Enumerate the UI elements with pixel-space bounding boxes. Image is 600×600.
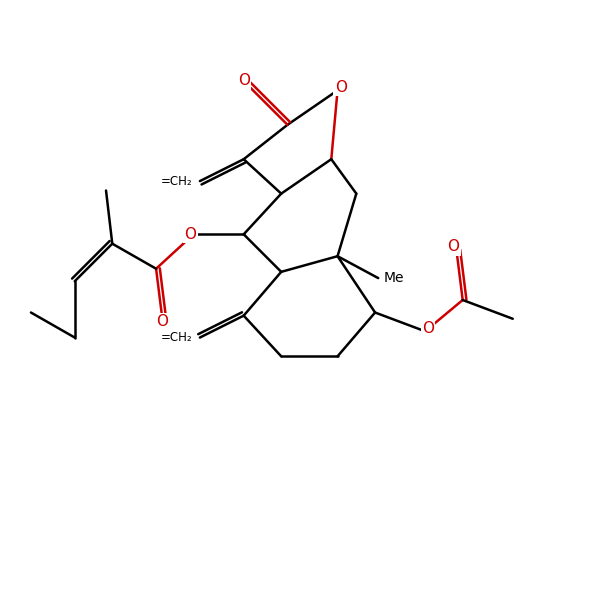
Text: O: O xyxy=(422,320,434,335)
Text: O: O xyxy=(157,314,169,329)
Text: =CH₂: =CH₂ xyxy=(161,331,193,344)
Text: O: O xyxy=(335,80,347,95)
Text: O: O xyxy=(184,227,196,242)
Text: O: O xyxy=(448,239,460,254)
Text: O: O xyxy=(238,73,250,88)
Text: =CH₂: =CH₂ xyxy=(161,175,193,188)
Text: Me: Me xyxy=(383,271,404,285)
